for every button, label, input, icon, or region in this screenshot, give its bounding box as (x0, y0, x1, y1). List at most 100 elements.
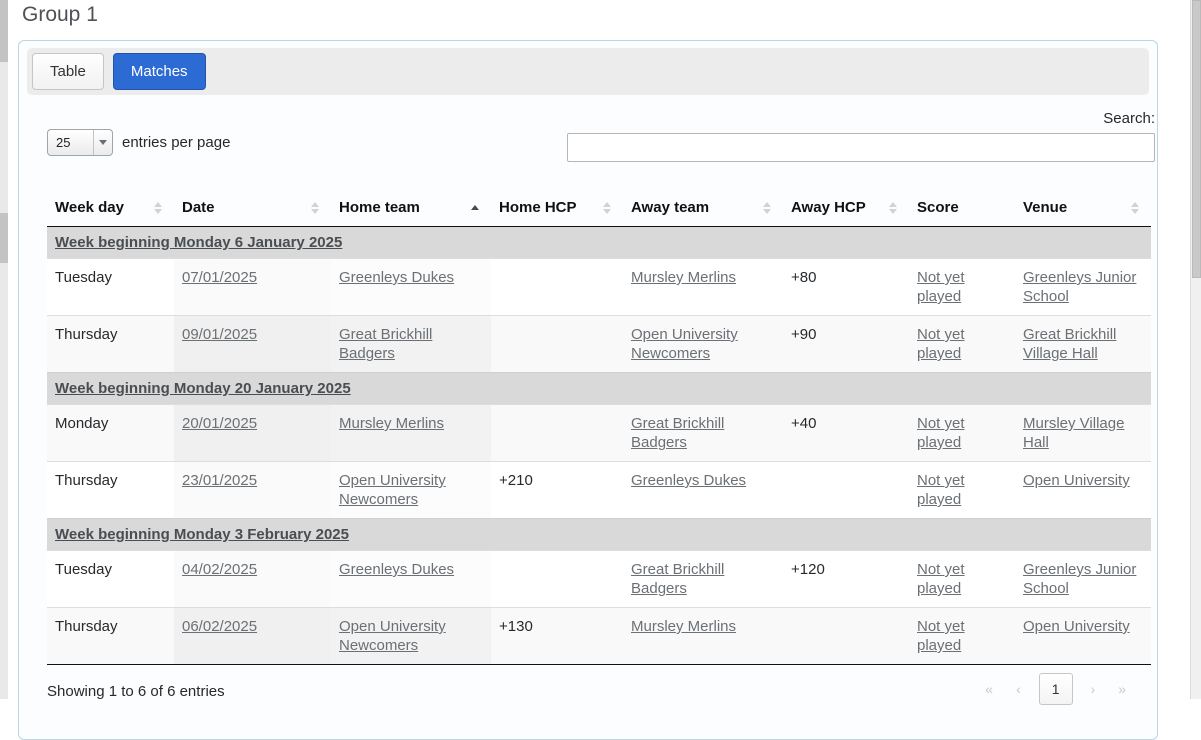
tab-matches[interactable]: Matches (112, 53, 206, 90)
page-title: Group 1 (22, 3, 98, 26)
pagination-prev-button[interactable]: ‹ (1016, 681, 1021, 697)
column-header-venue[interactable]: Venue (1015, 189, 1151, 227)
cell-date: 06/02/2025 (174, 607, 331, 665)
column-header-home-hcp[interactable]: Home HCP (491, 189, 623, 227)
group-panel: Table Matches 25 entries per page Search… (18, 40, 1158, 740)
away-team-link[interactable]: Mursley Merlins (631, 269, 737, 286)
cell-score: Not yet played (909, 461, 1015, 519)
away-team-link[interactable]: Mursley Merlins (631, 618, 737, 635)
score-link[interactable]: Not yet played (917, 472, 965, 508)
tab-bar: Table Matches (27, 48, 1149, 95)
cell-venue: Greenleys Junior School (1015, 550, 1151, 608)
week-group-heading: Week beginning Monday 20 January 2025 (55, 380, 351, 397)
cell-away-hcp (783, 607, 909, 665)
column-header-away-team[interactable]: Away team (623, 189, 783, 227)
venue-link[interactable]: Greenleys Junior School (1023, 561, 1137, 597)
table-controls: 25 entries per page Search: (47, 110, 1155, 175)
venue-link[interactable]: Open University (1023, 472, 1130, 489)
date-link[interactable]: 20/01/2025 (182, 415, 258, 432)
matches-table-wrap: Week day Date Home team Home HCP Away team Aw… (47, 189, 1155, 665)
away-team-link[interactable]: Open University Newcomers (631, 326, 738, 362)
cell-away-team: Mursley Merlins (623, 258, 783, 316)
tab-table[interactable]: Table (32, 53, 104, 90)
cell-date: 20/01/2025 (174, 404, 331, 462)
home-team-link[interactable]: Greenleys Dukes (339, 561, 455, 578)
entries-per-page-label: entries per page (122, 134, 231, 151)
date-link[interactable]: 07/01/2025 (182, 269, 258, 286)
sort-ascending-icon (471, 204, 479, 210)
score-link[interactable]: Not yet played (917, 618, 965, 654)
score-link[interactable]: Not yet played (917, 561, 965, 597)
sort-both-icon (311, 201, 319, 214)
cell-date: 04/02/2025 (174, 550, 331, 608)
date-link[interactable]: 23/01/2025 (182, 472, 258, 489)
column-header-away-hcp[interactable]: Away HCP (783, 189, 909, 227)
pagination-last-button[interactable]: » (1118, 681, 1126, 697)
matches-table: Week day Date Home team Home HCP Away team Aw… (47, 189, 1151, 665)
page-length-value: 25 (56, 135, 71, 150)
left-scrollbar-segment (0, 0, 8, 62)
cell-weekday: Thursday (47, 461, 174, 519)
cell-score: Not yet played (909, 607, 1015, 665)
column-header-score[interactable]: Score (909, 189, 1015, 227)
cell-home-team: Open University Newcomers (331, 461, 491, 519)
pagination-first-button[interactable]: « (985, 681, 994, 697)
date-link[interactable]: 06/02/2025 (182, 618, 258, 635)
venue-link[interactable]: Greenleys Junior School (1023, 269, 1137, 305)
sort-both-icon (154, 201, 162, 214)
cell-away-hcp: +120 (783, 550, 909, 608)
cell-weekday: Thursday (47, 607, 174, 665)
column-header-week-day[interactable]: Week day (47, 189, 174, 227)
pagination-page-1-button[interactable]: 1 (1038, 673, 1073, 705)
away-team-link[interactable]: Great Brickhill Badgers (631, 561, 725, 597)
home-team-link[interactable]: Open University Newcomers (339, 472, 446, 508)
home-team-link[interactable]: Mursley Merlins (339, 415, 445, 432)
cell-date: 07/01/2025 (174, 258, 331, 316)
home-team-link[interactable]: Greenleys Dukes (339, 269, 455, 286)
cell-away-hcp: +90 (783, 315, 909, 373)
cell-away-hcp (783, 461, 909, 519)
cell-weekday: Monday (47, 404, 174, 462)
cell-home-team: Mursley Merlins (331, 404, 491, 462)
cell-venue: Mursley Village Hall (1015, 404, 1151, 462)
cell-away-team: Mursley Merlins (623, 607, 783, 665)
venue-link[interactable]: Mursley Village Hall (1023, 415, 1125, 451)
pagination: « ‹ 1 › » (980, 673, 1131, 705)
cell-home-team: Greenleys Dukes (331, 550, 491, 608)
matches-table-body: Week beginning Monday 6 January 2025 Tues… (47, 226, 1151, 665)
sort-both-icon (1131, 201, 1139, 214)
search-input[interactable] (567, 133, 1155, 162)
venue-link[interactable]: Great Brickhill Village Hall (1023, 326, 1117, 362)
column-label: Venue (1023, 199, 1068, 216)
cell-venue: Greenleys Junior School (1015, 258, 1151, 316)
scrollbar-thumb[interactable] (1192, 0, 1201, 278)
cell-home-team: Great Brickhill Badgers (331, 315, 491, 373)
venue-link[interactable]: Open University (1023, 618, 1130, 635)
home-team-link[interactable]: Great Brickhill Badgers (339, 326, 433, 362)
column-label: Home team (339, 199, 420, 216)
score-link[interactable]: Not yet played (917, 269, 965, 305)
left-scrollbar[interactable] (0, 0, 8, 699)
entries-info: Showing 1 to 6 of 6 entries (47, 683, 225, 700)
pagination-next-button[interactable]: › (1090, 681, 1096, 697)
score-link[interactable]: Not yet played (917, 326, 965, 362)
cell-weekday: Tuesday (47, 258, 174, 316)
cell-away-team: Open University Newcomers (623, 315, 783, 373)
week-group-heading: Week beginning Monday 6 January 2025 (55, 234, 343, 251)
away-team-link[interactable]: Great Brickhill Badgers (631, 415, 725, 451)
date-link[interactable]: 09/01/2025 (182, 326, 258, 343)
column-header-home-team[interactable]: Home team (331, 189, 491, 227)
score-link[interactable]: Not yet played (917, 415, 965, 451)
week-group-row: Week beginning Monday 20 January 2025 (47, 372, 1151, 405)
date-link[interactable]: 04/02/2025 (182, 561, 258, 578)
column-label: Away HCP (791, 199, 866, 216)
matches-table-head: Week day Date Home team Home HCP Away team Aw… (47, 189, 1151, 227)
cell-venue: Great Brickhill Village Hall (1015, 315, 1151, 373)
cell-home-hcp (491, 550, 623, 608)
away-team-link[interactable]: Greenleys Dukes (631, 472, 747, 489)
home-team-link[interactable]: Open University Newcomers (339, 618, 446, 654)
column-header-date[interactable]: Date (174, 189, 331, 227)
table-footer: Showing 1 to 6 of 6 entries « ‹ 1 › » (47, 665, 1155, 705)
page-length-select[interactable]: 25 (47, 129, 113, 156)
page-scrollbar[interactable] (1190, 0, 1201, 699)
